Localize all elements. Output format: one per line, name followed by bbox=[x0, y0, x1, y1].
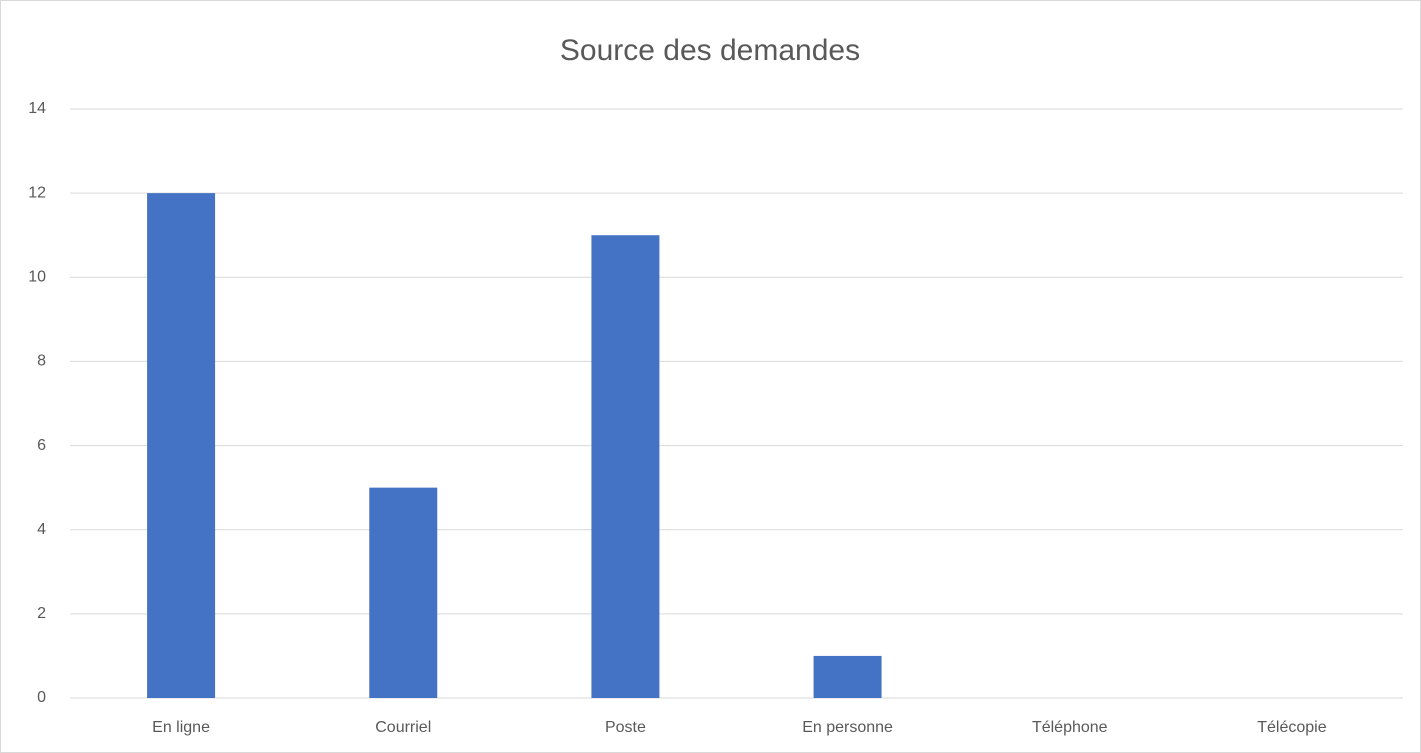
bar bbox=[369, 487, 438, 698]
chart-title: Source des demandes bbox=[560, 34, 860, 67]
y-tick-label: 4 bbox=[37, 521, 46, 538]
y-tick-label: 2 bbox=[37, 605, 46, 622]
x-tick-label: Poste bbox=[605, 719, 646, 736]
x-tick-label: En personne bbox=[802, 719, 893, 736]
y-tick-label: 8 bbox=[37, 353, 46, 370]
x-tick-label: Télécopie bbox=[1257, 719, 1326, 736]
y-tick-label: 14 bbox=[28, 100, 46, 117]
y-tick-label: 0 bbox=[37, 689, 46, 706]
bar bbox=[147, 193, 216, 698]
x-tick-label: Courriel bbox=[375, 719, 431, 736]
bar bbox=[813, 655, 882, 698]
y-tick-label: 10 bbox=[28, 269, 46, 286]
y-tick-label: 6 bbox=[37, 437, 46, 454]
x-tick-label: Téléphone bbox=[1032, 719, 1108, 736]
x-tick-label: En ligne bbox=[152, 719, 210, 736]
y-tick-label: 12 bbox=[28, 184, 46, 201]
bar bbox=[591, 235, 660, 698]
